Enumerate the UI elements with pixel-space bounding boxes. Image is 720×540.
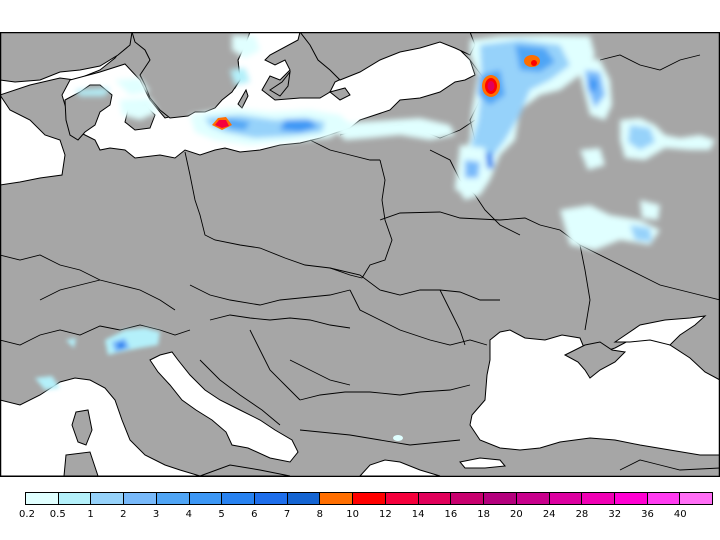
corsica <box>71 409 93 446</box>
colorbar-cell <box>58 493 92 504</box>
colorbar-tick-label: 36 <box>641 509 654 520</box>
colorbar-tick-label: 1 <box>87 509 94 520</box>
colorbar-tick-label: 10 <box>346 509 359 520</box>
colorbar-tick-label: 18 <box>477 509 491 520</box>
colorbar-cell <box>189 493 223 504</box>
colorbar-legend <box>25 492 713 505</box>
colorbar-cell <box>255 493 288 504</box>
precipitation-map <box>0 32 720 477</box>
colorbar-tick-label: 2 <box>120 509 127 520</box>
colorbar-cell <box>353 493 386 504</box>
colorbar-cell <box>91 493 125 504</box>
colorbar-cell <box>680 493 713 504</box>
colorbar-tick-label: 16 <box>444 509 458 520</box>
colorbar-cell <box>614 493 648 504</box>
colorbar-tick-label: 32 <box>608 509 622 520</box>
map-canvas <box>0 32 720 477</box>
colorbar-tick-label: 28 <box>575 509 589 520</box>
gotland <box>269 70 291 97</box>
colorbar-tick-label: 3 <box>152 509 160 520</box>
colorbar-tick-label: 4 <box>185 509 192 520</box>
colorbar-cell <box>156 493 190 504</box>
colorbar-tick-label: 5 <box>218 509 225 520</box>
colorbar-cell <box>124 493 157 504</box>
colorbar-tick-label: 7 <box>283 509 291 520</box>
sweden <box>131 32 251 119</box>
adriatic-sea <box>149 351 299 463</box>
sea-of-marmara <box>459 457 506 469</box>
colorbar-cell <box>516 493 550 504</box>
colorbar-tick-label: 40 <box>673 509 687 520</box>
north-sea <box>0 94 66 186</box>
norway <box>0 32 133 83</box>
colorbar-tick-label: 20 <box>510 509 523 520</box>
colorbar-cell <box>451 493 485 504</box>
colorbar-cell <box>287 493 321 504</box>
colorbar-cell <box>549 493 583 504</box>
colorbar-cell <box>418 493 452 504</box>
sea-of-azov <box>613 315 707 346</box>
crimea <box>563 341 627 379</box>
precipitation-layer <box>35 35 715 441</box>
colorbar-cell <box>320 493 354 504</box>
colorbar-tick-label: 12 <box>379 509 392 520</box>
colorbar-cell <box>222 493 256 504</box>
colorbar-tick-label: 0.2 <box>19 509 35 520</box>
colorbar-tick-label: 6 <box>251 509 258 520</box>
colorbar-cell <box>484 493 517 504</box>
colorbar-tick-label: 24 <box>542 509 556 520</box>
colorbar-tick-label: 0.5 <box>49 509 66 520</box>
oland <box>237 88 249 109</box>
colorbar-cell <box>26 493 59 504</box>
denmark <box>64 84 113 141</box>
colorbar-cell <box>385 493 419 504</box>
black-sea <box>469 329 720 456</box>
colorbar-labels: 0.2 0.5 1 2 3 4 5 6 7 8 10 12 14 16 18 20 24 28 32 36 40 <box>0 509 720 523</box>
colorbar-tick-label: 8 <box>316 509 324 520</box>
saaremaa <box>328 87 351 101</box>
colorbar-cell <box>647 493 681 504</box>
colorbar-tick-label: 14 <box>411 509 425 520</box>
colorbar-cell <box>582 493 615 504</box>
